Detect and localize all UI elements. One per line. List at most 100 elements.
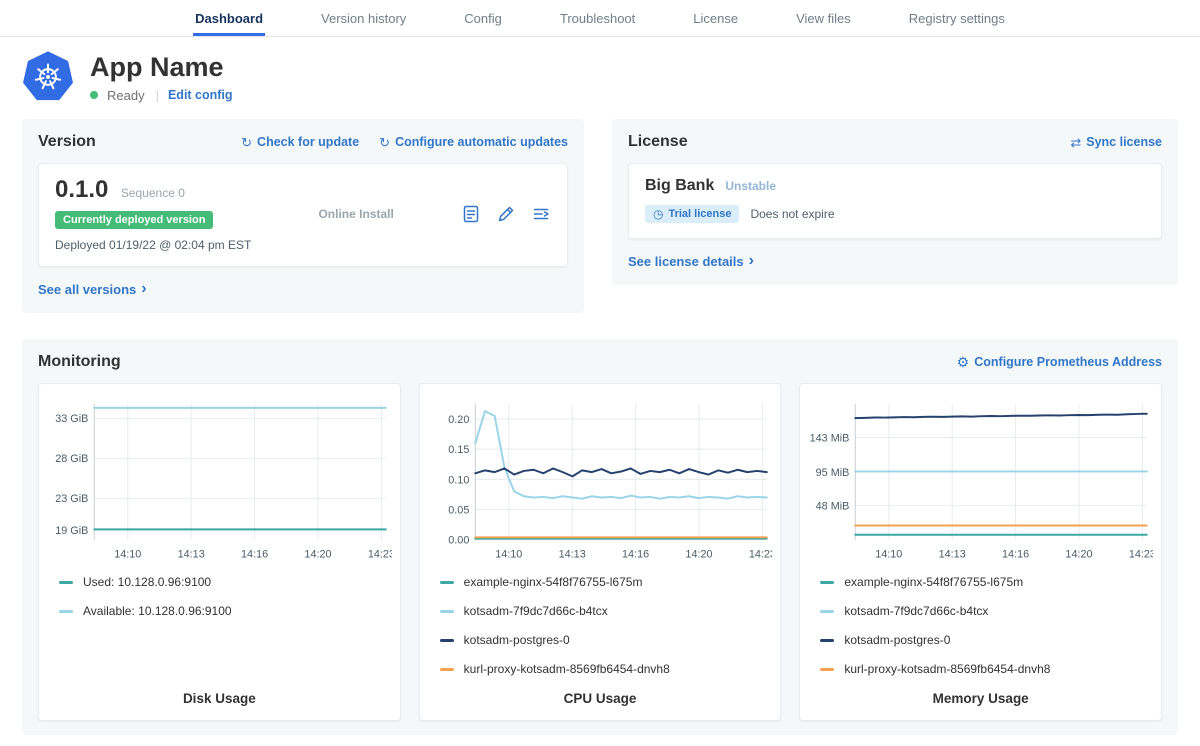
tab-troubleshoot[interactable]: Troubleshoot [559,10,636,26]
release-notes-icon [463,205,479,223]
legend-swatch-icon [820,609,835,613]
divider: | [155,87,159,103]
legend-swatch-icon [820,580,835,584]
svg-text:0.10: 0.10 [448,474,469,486]
check-for-update-label: Check for update [257,135,360,149]
cpu-usage-chart: 0.20 0.15 0.10 0.05 0.00 14:10 14:13 14:16 14:20… [428,396,772,567]
legend-label: kotsadm-postgres-0 [463,633,570,648]
legend-item: kotsadm-7f9dc7d66c-b4tcx [439,604,773,619]
see-license-details-link[interactable]: See license details › [628,252,754,270]
legend-item: kotsadm-7f9dc7d66c-b4tcx [820,604,1153,618]
legend-swatch-icon [820,638,835,642]
legend-label: kurl-proxy-kotsadm-8569fb6454-dnvh8 [463,662,670,677]
chart-title: CPU Usage [563,691,637,707]
svg-text:14:16: 14:16 [241,548,268,560]
svg-text:14:10: 14:10 [495,548,522,560]
cpu-usage-legend: example-nginx-54f8f76755-l675m kotsadm-7f… [439,575,773,691]
sync-license-button[interactable]: ⇄ Sync license [1070,135,1162,149]
chevron-right-icon: › [748,252,754,270]
configure-prometheus-label: Configure Prometheus Address [974,355,1162,369]
svg-text:0.05: 0.05 [448,505,469,517]
tab-config[interactable]: Config [464,10,502,26]
legend-item: example-nginx-54f8f76755-l675m [820,575,1153,589]
legend-label: kotsadm-7f9dc7d66c-b4tcx [463,604,608,619]
svg-text:14:10: 14:10 [114,548,141,560]
legend-label: Used: 10.128.0.96:9100 [83,575,212,590]
version-number: 0.1.0 [55,176,109,203]
svg-text:14:20: 14:20 [304,548,331,560]
clock-icon: ◷ [653,207,664,221]
memory-usage-legend: example-nginx-54f8f76755-l675m kotsadm-7f… [820,575,1153,691]
svg-text:0.20: 0.20 [448,414,469,426]
svg-text:0.15: 0.15 [448,444,469,456]
disk-usage-chart: 33 GiB 28 GiB 23 GiB 19 GiB 14:10 14:13 14:16 1… [47,396,392,567]
svg-text:95 MiB: 95 MiB [816,467,850,479]
tab-dashboard[interactable]: Dashboard [193,0,266,36]
deploy-logs-button[interactable] [531,204,551,224]
legend-item: kotsadm-postgres-0 [439,633,773,648]
license-panel-title: License [628,133,688,150]
see-all-versions-link[interactable]: See all versions › [38,280,147,298]
chevron-right-icon: › [141,280,147,298]
edit-config-label: Edit config [167,88,233,102]
legend-swatch-icon [439,667,454,671]
see-license-details-label: See license details [628,254,744,269]
configure-prometheus-button[interactable]: ⚙ Configure Prometheus Address [957,355,1162,369]
check-for-update-button[interactable]: ↻ Check for update [241,135,359,149]
version-sequence: Sequence 0 [120,186,185,200]
legend-label: example-nginx-54f8f76755-l675m [463,575,643,590]
svg-text:33 GiB: 33 GiB [55,413,88,425]
config-edit-button[interactable] [496,204,516,224]
chart-title: Memory Usage [932,691,1029,707]
svg-text:14:13: 14:13 [558,548,585,560]
release-notes-button[interactable] [461,204,481,224]
svg-text:14:20: 14:20 [685,548,712,560]
memory-usage-chart: 143 MiB 95 MiB 48 MiB 14:10 14:13 14:16 14:20 1… [808,396,1153,567]
sync-license-label: Sync license [1086,135,1162,149]
svg-text:19 GiB: 19 GiB [55,525,88,537]
legend-item: kurl-proxy-kotsadm-8569fb6454-dnvh8 [439,662,773,677]
app-title: App Name [90,51,224,82]
svg-text:0.00: 0.00 [448,535,469,547]
tab-registry-settings[interactable]: Registry settings [908,10,1005,26]
legend-label: kotsadm-postgres-0 [844,633,951,648]
deployed-badge: Currently deployed version [55,211,214,229]
license-expiration: Does not expire [750,207,835,221]
chart-title: Disk Usage [182,691,256,706]
edit-pen-icon [498,206,514,222]
auto-update-icon: ↻ [379,134,391,150]
legend-swatch-icon [59,580,73,584]
current-version-card: 0.1.0 Sequence 0 Currently deployed vers… [38,163,568,267]
legend-swatch-icon [439,638,454,642]
edit-config-link[interactable]: Edit config [168,88,233,102]
legend-swatch-icon [439,609,454,613]
version-panel: Version ↻ Check for update ↻ Configure a… [22,119,584,313]
trial-license-badge: ◷ Trial license [645,205,740,223]
refresh-icon: ↻ [241,134,253,150]
legend-label: example-nginx-54f8f76755-l675m [844,575,1024,590]
legend-swatch-icon [820,667,835,671]
channel-name: Unstable [725,179,777,193]
top-nav: Dashboard Version history Config Trouble… [0,0,1200,37]
legend-swatch-icon [59,609,73,613]
tab-license[interactable]: License [693,10,739,26]
svg-text:14:16: 14:16 [1002,548,1029,560]
license-panel: License ⇄ Sync license Big Bank Unstable… [612,119,1178,285]
legend-item: kurl-proxy-kotsadm-8569fb6454-dnvh8 [820,662,1153,676]
deployed-timestamp: Deployed 01/19/22 @ 02:04 pm EST [55,238,252,252]
trial-license-label: Trial license [668,208,732,220]
gear-icon: ⚙ [956,354,970,370]
svg-text:14:23: 14:23 [368,548,392,560]
kubernetes-logo-icon [23,51,73,101]
svg-text:14:13: 14:13 [939,548,966,560]
tab-version-history[interactable]: Version history [321,10,407,26]
svg-text:14:13: 14:13 [178,548,205,560]
legend-swatch-icon [439,580,454,584]
svg-text:14:20: 14:20 [1066,548,1093,560]
legend-label: kurl-proxy-kotsadm-8569fb6454-dnvh8 [844,662,1051,677]
status-dot-icon [90,91,98,99]
version-panel-title: Version [38,133,96,150]
legend-label: kotsadm-7f9dc7d66c-b4tcx [844,604,989,619]
tab-view-files[interactable]: View files [796,10,851,26]
configure-automatic-updates-button[interactable]: ↻ Configure automatic updates [379,135,568,149]
